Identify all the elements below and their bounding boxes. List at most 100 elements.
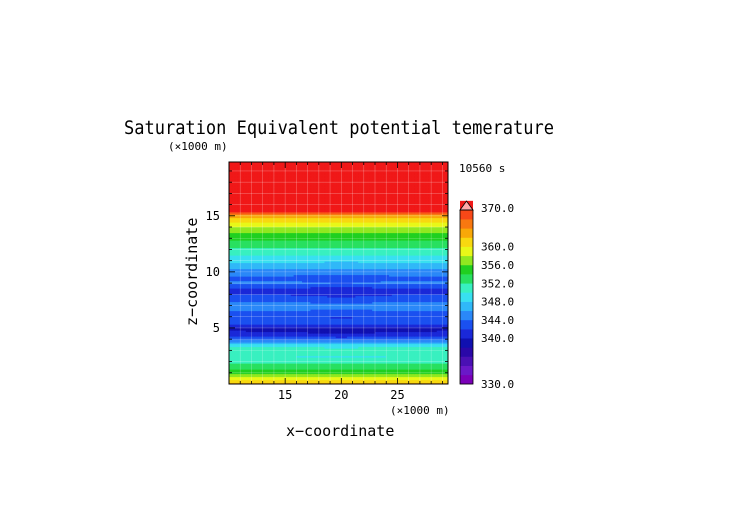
contour-cell <box>341 372 345 375</box>
contour-cell <box>439 361 443 364</box>
contour-cell <box>318 364 323 367</box>
contour-cell <box>372 363 376 366</box>
contour-cell <box>442 382 446 384</box>
contour-cell <box>318 366 323 369</box>
contour-cell <box>243 363 247 366</box>
contour-cell <box>254 369 258 372</box>
contour-cell <box>414 360 418 363</box>
contour-cell <box>245 364 250 367</box>
contour-cell <box>279 375 283 378</box>
contour-cell <box>417 372 421 375</box>
contour-cell <box>445 361 448 364</box>
contour-cell <box>372 361 376 364</box>
contour-cell <box>425 369 429 372</box>
contour-cell <box>419 364 424 367</box>
contour-cell <box>231 381 236 384</box>
contour-cell <box>369 363 373 366</box>
contour-cell <box>414 376 418 379</box>
contour-cell <box>445 367 448 370</box>
contour-cell <box>332 366 337 369</box>
contour-cell <box>442 361 446 364</box>
contour-cell <box>394 360 399 363</box>
contour-cell <box>307 361 312 364</box>
contour-cell <box>321 358 326 361</box>
contour-cell <box>433 361 438 364</box>
contour-cell <box>287 364 292 367</box>
contour-cell <box>268 363 272 366</box>
contour-cell <box>265 367 269 370</box>
contour-cell <box>372 366 376 369</box>
contour-cell <box>262 358 267 361</box>
contour-cell <box>324 372 328 375</box>
contour-cell <box>293 379 297 382</box>
contour-cell <box>419 366 424 369</box>
contour-cell <box>341 358 345 361</box>
contour-cell <box>442 375 446 378</box>
contour-cell <box>335 372 340 375</box>
contour-cell <box>245 360 250 363</box>
contour-cell <box>243 370 247 373</box>
contour-cell <box>316 375 320 378</box>
contour-cell <box>360 369 365 372</box>
contour-cell <box>234 381 239 384</box>
contour-cell <box>313 369 317 372</box>
contour-cell <box>408 364 413 367</box>
contour-cell <box>377 375 382 378</box>
contour-cell <box>389 379 393 382</box>
contour-cell <box>254 378 258 381</box>
contour-cell <box>397 361 401 364</box>
contour-cell <box>394 382 399 384</box>
contour-cell <box>299 364 303 367</box>
contour-cell <box>383 358 387 361</box>
contour-cell <box>422 378 427 381</box>
contour-cell <box>391 373 396 376</box>
contour-cell <box>304 366 309 369</box>
contour-cell <box>332 382 337 384</box>
contour-cell <box>425 381 429 384</box>
contour-cell <box>327 382 331 384</box>
contour-cell <box>273 379 278 382</box>
contour-cell <box>411 369 415 372</box>
contour-cell <box>290 367 295 370</box>
contour-cell <box>391 366 396 369</box>
contour-cell <box>279 372 283 375</box>
contour-cell <box>318 370 323 373</box>
contour-cell <box>383 367 387 370</box>
contour-cell <box>307 372 312 375</box>
contour-cell <box>265 364 269 367</box>
contour-cell <box>237 379 241 382</box>
contour-cell <box>414 361 418 364</box>
contour-cell <box>436 361 441 364</box>
contour-cell <box>240 375 244 378</box>
contour-cell <box>299 358 303 361</box>
contour-cell <box>279 376 283 379</box>
contour-cell <box>229 358 233 361</box>
contour-cell <box>332 375 337 378</box>
contour-cell <box>296 379 300 382</box>
contour-cell <box>316 361 320 364</box>
contour-cell <box>318 376 323 379</box>
contour-cell <box>321 363 326 366</box>
contour-cell <box>316 364 320 367</box>
contour-cell <box>271 378 275 381</box>
contour-cell <box>428 364 432 367</box>
contour-cell <box>431 381 435 384</box>
contour-cell <box>352 364 356 367</box>
contour-cell <box>369 370 373 373</box>
contour-cell <box>428 363 432 366</box>
contour-cell <box>394 376 399 379</box>
contour-cell <box>338 358 342 361</box>
contour-cell <box>299 381 303 384</box>
contour-cell <box>400 370 404 373</box>
contour-cell <box>285 360 289 363</box>
contour-cell <box>276 372 281 375</box>
contour-cell <box>346 372 351 375</box>
contour-cell <box>229 376 233 379</box>
contour-cell <box>358 372 362 375</box>
contour-cell <box>324 369 328 372</box>
contour-cell <box>296 367 300 370</box>
contour-cell <box>276 379 281 382</box>
contour-cell <box>313 358 317 361</box>
contour-cell <box>436 376 441 379</box>
contour-cell <box>299 369 303 372</box>
